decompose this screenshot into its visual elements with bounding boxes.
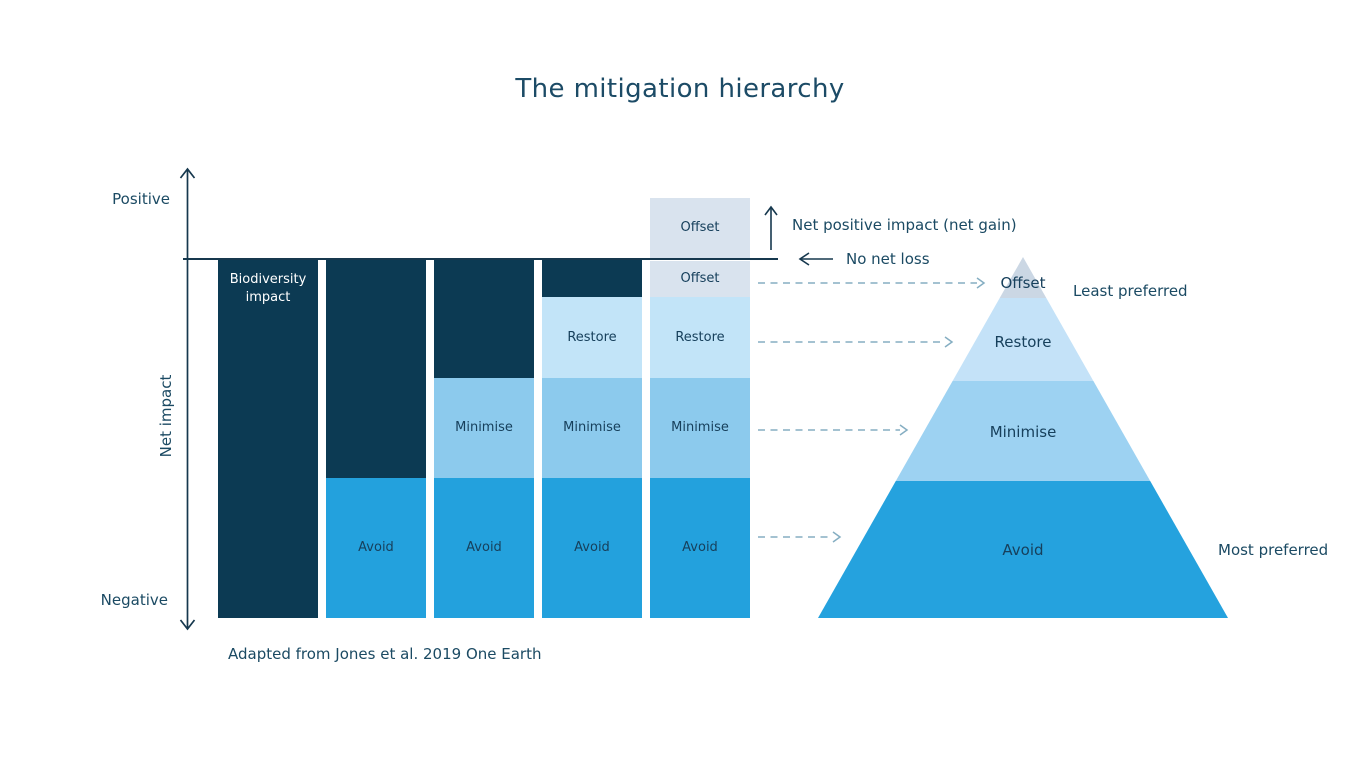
segment-label: Restore xyxy=(675,329,725,345)
pyramid-label-restore: Restore xyxy=(994,333,1052,351)
net-gain-arrow-icon xyxy=(764,205,778,250)
pyramid-label-offset: Offset xyxy=(1000,274,1046,292)
dashed-arrow-restore xyxy=(758,336,954,348)
bar5-segment-restore: Restore xyxy=(650,297,750,378)
segment-label: Offset xyxy=(680,220,720,236)
segment-label: Biodiversity impact xyxy=(229,272,307,305)
annotation-net-gain: Net positive impact (net gain) xyxy=(792,216,1017,234)
no-net-loss-arrow-icon xyxy=(798,252,833,266)
bar5-segment-offset: Offset xyxy=(650,261,750,297)
segment-label: Offset xyxy=(680,271,720,287)
segment-label: Avoid xyxy=(466,540,502,556)
label-least-preferred: Least preferred xyxy=(1073,282,1188,300)
axis-arrow-up-icon xyxy=(179,167,196,179)
bar4-segment-impact xyxy=(542,260,642,297)
pyramid-label-minimise: Minimise xyxy=(989,423,1057,441)
dashed-arrow-avoid xyxy=(758,531,842,543)
axis-arrow-down-icon xyxy=(179,619,196,631)
page-title: The mitigation hierarchy xyxy=(515,74,845,104)
segment-label: Minimise xyxy=(671,420,729,436)
segment-label: Minimise xyxy=(563,420,621,436)
bar5-segment-offset-above-line: Offset xyxy=(650,198,750,258)
bar2-segment-impact xyxy=(326,260,426,478)
attribution-text: Adapted from Jones et al. 2019 One Earth xyxy=(228,645,542,663)
bar4-segment-avoid: Avoid xyxy=(542,478,642,618)
bar1-segment-biodiversity-impact: Biodiversity impact xyxy=(218,260,318,618)
bar4-segment-minimise: Minimise xyxy=(542,378,642,478)
bar5-segment-minimise: Minimise xyxy=(650,378,750,478)
bar3-segment-avoid: Avoid xyxy=(434,478,534,618)
segment-label: Avoid xyxy=(574,540,610,556)
y-axis-label-negative: Negative xyxy=(100,591,168,609)
dashed-arrows xyxy=(758,277,986,543)
bar3-segment-impact xyxy=(434,260,534,378)
bar2-segment-avoid: Avoid xyxy=(326,478,426,618)
annotation-no-net-loss: No net loss xyxy=(846,250,930,268)
segment-label: Avoid xyxy=(682,540,718,556)
dashed-arrow-offset xyxy=(758,277,986,289)
bar5-segment-avoid: Avoid xyxy=(650,478,750,618)
y-axis-label-positive: Positive xyxy=(112,190,170,208)
dashed-arrow-minimise xyxy=(758,424,909,436)
bar3-segment-minimise: Minimise xyxy=(434,378,534,478)
segment-label: Avoid xyxy=(358,540,394,556)
segment-label: Restore xyxy=(567,329,617,345)
y-axis-title: Net impact xyxy=(157,374,175,458)
label-most-preferred: Most preferred xyxy=(1218,541,1329,559)
y-axis xyxy=(179,167,196,631)
segment-label: Minimise xyxy=(455,420,513,436)
pyramid-label-avoid: Avoid xyxy=(1002,541,1044,559)
bar4-segment-restore: Restore xyxy=(542,297,642,378)
